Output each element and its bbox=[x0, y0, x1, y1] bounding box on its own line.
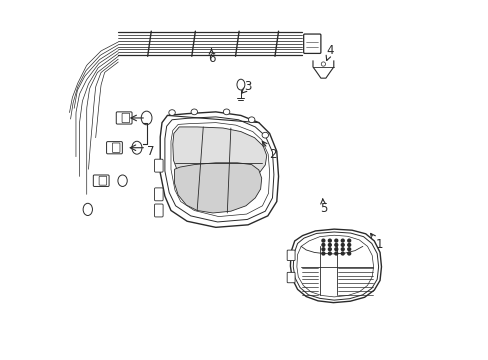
Circle shape bbox=[328, 252, 330, 255]
Circle shape bbox=[321, 239, 324, 242]
Ellipse shape bbox=[248, 117, 254, 123]
Circle shape bbox=[347, 252, 350, 255]
FancyBboxPatch shape bbox=[286, 250, 294, 261]
Text: 1: 1 bbox=[370, 233, 382, 251]
Circle shape bbox=[321, 243, 324, 246]
Ellipse shape bbox=[223, 109, 229, 115]
Circle shape bbox=[341, 243, 344, 246]
Circle shape bbox=[341, 252, 344, 255]
Ellipse shape bbox=[168, 110, 175, 116]
Text: 5: 5 bbox=[319, 199, 326, 215]
Ellipse shape bbox=[321, 62, 325, 66]
FancyBboxPatch shape bbox=[303, 34, 320, 53]
Text: 3: 3 bbox=[241, 80, 251, 93]
FancyBboxPatch shape bbox=[106, 141, 122, 154]
FancyBboxPatch shape bbox=[99, 176, 106, 185]
Ellipse shape bbox=[191, 109, 197, 115]
FancyBboxPatch shape bbox=[122, 113, 129, 123]
Circle shape bbox=[334, 248, 337, 251]
FancyBboxPatch shape bbox=[286, 273, 294, 283]
Ellipse shape bbox=[83, 203, 92, 216]
Ellipse shape bbox=[118, 175, 127, 186]
Circle shape bbox=[347, 243, 350, 246]
Text: 6: 6 bbox=[207, 49, 215, 64]
FancyBboxPatch shape bbox=[116, 112, 132, 124]
Polygon shape bbox=[172, 127, 266, 184]
Polygon shape bbox=[290, 229, 381, 303]
Text: 7: 7 bbox=[146, 145, 154, 158]
Circle shape bbox=[334, 239, 337, 242]
Ellipse shape bbox=[141, 111, 152, 125]
Text: 2: 2 bbox=[262, 141, 276, 161]
Ellipse shape bbox=[132, 141, 142, 154]
Circle shape bbox=[341, 248, 344, 251]
Text: 4: 4 bbox=[325, 44, 334, 60]
Polygon shape bbox=[160, 112, 278, 227]
Circle shape bbox=[347, 248, 350, 251]
Ellipse shape bbox=[262, 132, 268, 138]
FancyBboxPatch shape bbox=[112, 143, 120, 152]
Circle shape bbox=[328, 243, 330, 246]
FancyBboxPatch shape bbox=[154, 188, 163, 201]
Circle shape bbox=[341, 239, 344, 242]
Circle shape bbox=[334, 252, 337, 255]
Circle shape bbox=[347, 239, 350, 242]
Circle shape bbox=[321, 248, 324, 251]
Ellipse shape bbox=[237, 79, 244, 90]
Circle shape bbox=[321, 252, 324, 255]
Circle shape bbox=[328, 239, 330, 242]
FancyBboxPatch shape bbox=[154, 204, 163, 217]
FancyBboxPatch shape bbox=[93, 175, 109, 186]
Polygon shape bbox=[174, 163, 261, 213]
Circle shape bbox=[334, 243, 337, 246]
FancyBboxPatch shape bbox=[154, 159, 163, 172]
Circle shape bbox=[328, 248, 330, 251]
